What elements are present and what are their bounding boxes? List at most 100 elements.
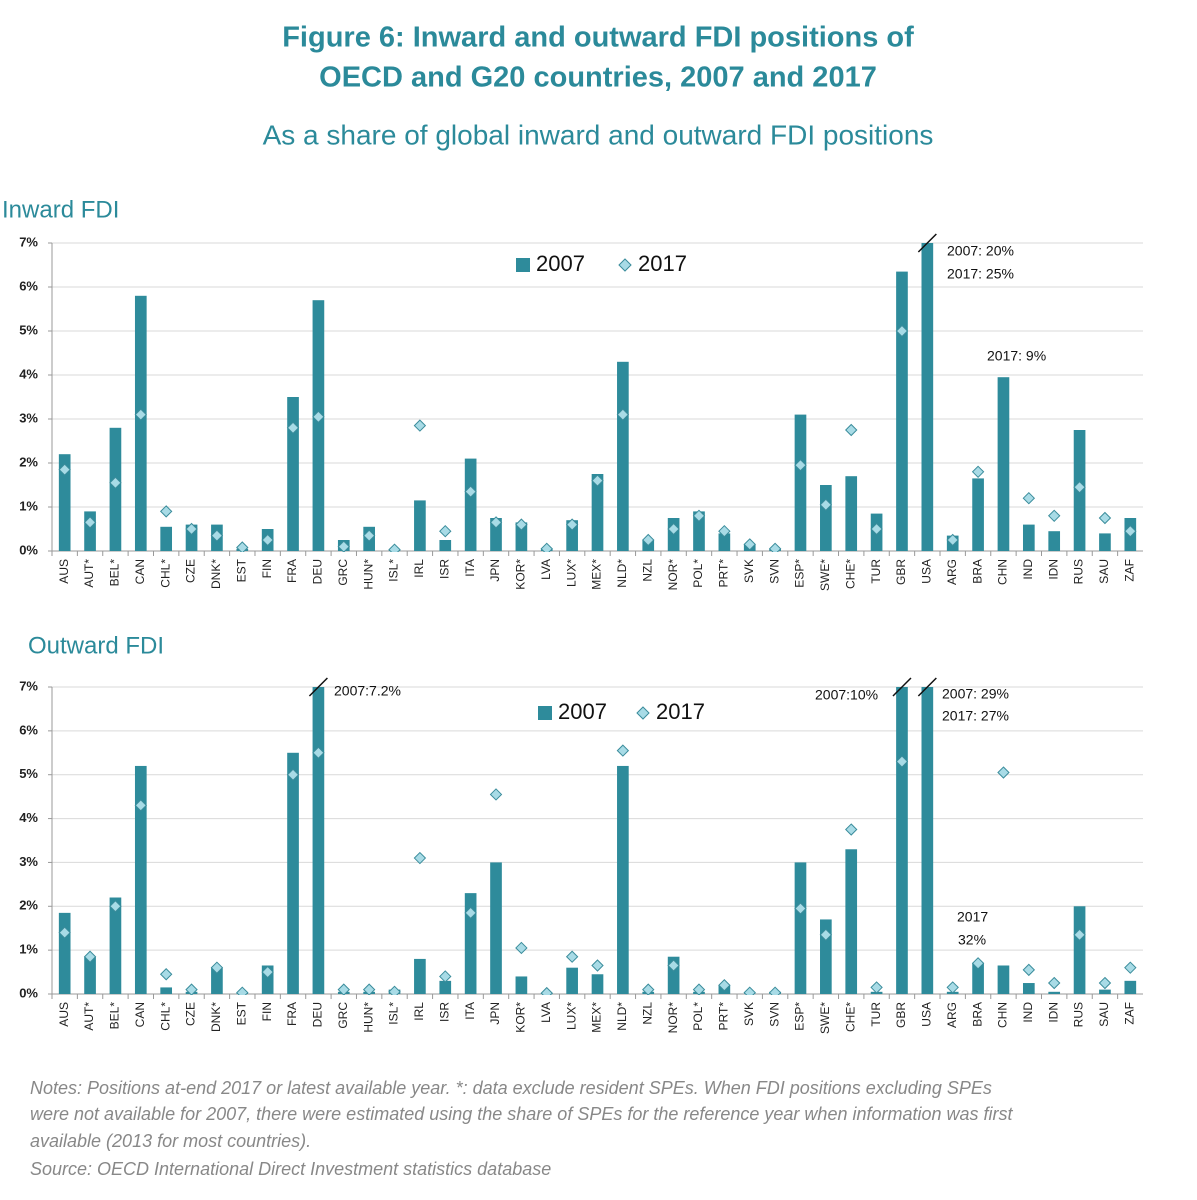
diamond-marker <box>185 522 198 536</box>
bar <box>160 526 173 551</box>
y-tick-label: 0% <box>19 985 38 1000</box>
x-tick-label: IND <box>1021 1002 1035 1023</box>
x-tick-label: SVN <box>767 1002 781 1027</box>
x-tick-label: ARG <box>945 559 959 585</box>
plot-area <box>58 150 1137 552</box>
diamond-marker <box>1022 491 1036 505</box>
diamond-marker <box>134 799 148 812</box>
x-tick-label: EST <box>234 558 248 582</box>
x-tick-label: JPN <box>488 1002 502 1025</box>
bar <box>287 397 299 551</box>
diamond-marker <box>210 529 224 542</box>
diamond-marker <box>642 533 655 547</box>
x-tick-label: GBR <box>894 559 908 585</box>
bar <box>845 849 858 994</box>
x-tick-label: HUN* <box>361 1002 375 1033</box>
diamond-marker <box>1047 976 1061 990</box>
y-tick-label: 1% <box>19 498 38 513</box>
figure-title: OECD and G20 countries, 2007 and 2017 <box>319 62 877 94</box>
diamond-marker <box>83 950 97 963</box>
diamond-marker <box>236 541 249 552</box>
x-tick-label: LUX* <box>564 559 578 587</box>
x-tick-label: PRT* <box>717 559 731 588</box>
bar <box>109 427 122 551</box>
annotation: 2007: 29% <box>942 686 1009 702</box>
bar <box>693 511 705 551</box>
bar <box>439 540 452 551</box>
bar <box>591 974 604 994</box>
diamond-marker <box>591 474 604 487</box>
x-tick-label: MEX* <box>590 1002 604 1033</box>
y-tick-label: 6% <box>19 722 38 737</box>
x-tick-label: KOR* <box>514 1002 528 1033</box>
x-tick-label: SVK <box>742 1002 756 1026</box>
diamond-marker <box>1124 524 1137 538</box>
annotation: 2017 <box>957 909 988 925</box>
source: Source: OECD International Direct Invest… <box>30 1159 551 1179</box>
bar <box>820 919 832 994</box>
bar <box>794 862 807 994</box>
x-tick-label: CZE <box>184 559 198 583</box>
diamond-marker <box>819 498 833 512</box>
y-tick-label: 1% <box>19 942 38 957</box>
diamond-marker <box>286 421 300 435</box>
diamond-marker <box>998 150 1009 161</box>
bar <box>896 271 908 551</box>
bar <box>566 967 578 994</box>
x-tick-label: USA <box>920 559 934 584</box>
diamond-marker <box>768 986 782 995</box>
diamond-marker <box>692 509 706 523</box>
bar <box>1124 980 1137 994</box>
bar <box>997 965 1010 994</box>
x-tick-label: BEL* <box>108 559 122 587</box>
chart-title: Outward FDI <box>28 632 164 659</box>
annotation: 2017: 27% <box>942 708 1009 724</box>
x-tick-label: SAU <box>1097 559 1111 584</box>
x-tick-label: ESP* <box>793 559 807 588</box>
bar <box>490 518 502 551</box>
break-mark <box>892 677 912 697</box>
y-tick-label: 0% <box>19 542 38 557</box>
bar <box>84 511 96 551</box>
x-tick-label: AUS <box>57 1002 71 1027</box>
legend-label: 2007 <box>558 699 607 724</box>
break-mark <box>917 233 937 253</box>
x-tick-label: AUT* <box>82 559 96 588</box>
legend-swatch <box>618 258 632 272</box>
diamond-marker <box>337 983 350 995</box>
bar <box>211 967 223 994</box>
diamond-marker <box>1073 480 1086 494</box>
diamond-marker <box>845 423 858 437</box>
x-tick-label: HUN* <box>361 559 375 590</box>
bar <box>439 980 452 994</box>
diamond-marker <box>667 959 680 972</box>
diamond-marker <box>261 965 274 979</box>
bar <box>84 956 96 994</box>
diamond-marker <box>540 542 553 552</box>
x-tick-label: IDN <box>1046 1002 1060 1023</box>
diamond-marker <box>1022 963 1036 977</box>
y-tick-label: 4% <box>19 810 38 825</box>
bar <box>490 862 502 994</box>
x-tick-label: ITA <box>463 559 477 577</box>
diamond-marker <box>515 941 528 955</box>
annotation: 2007:7.2% <box>334 683 401 699</box>
diamond-marker <box>362 529 376 542</box>
x-tick-label: FIN <box>260 559 274 578</box>
x-tick-label: JPN <box>488 559 502 582</box>
chart-title: Inward FDI <box>2 196 119 223</box>
bar <box>1022 983 1035 994</box>
diamond-marker <box>439 970 452 983</box>
note: Notes: Positions at-end 2017 or latest a… <box>30 1078 992 1098</box>
x-tick-label: ISR <box>437 1002 451 1022</box>
diamond-marker <box>895 755 909 768</box>
x-tick-label: SAU <box>1097 1002 1111 1027</box>
diamond-marker <box>236 986 249 995</box>
bar <box>414 500 426 551</box>
bar <box>972 478 984 551</box>
diamond-marker <box>616 744 630 757</box>
bar <box>134 765 147 994</box>
diamond-marker <box>667 522 680 536</box>
x-tick-label: BRA <box>970 1002 984 1027</box>
bar <box>1022 524 1035 551</box>
